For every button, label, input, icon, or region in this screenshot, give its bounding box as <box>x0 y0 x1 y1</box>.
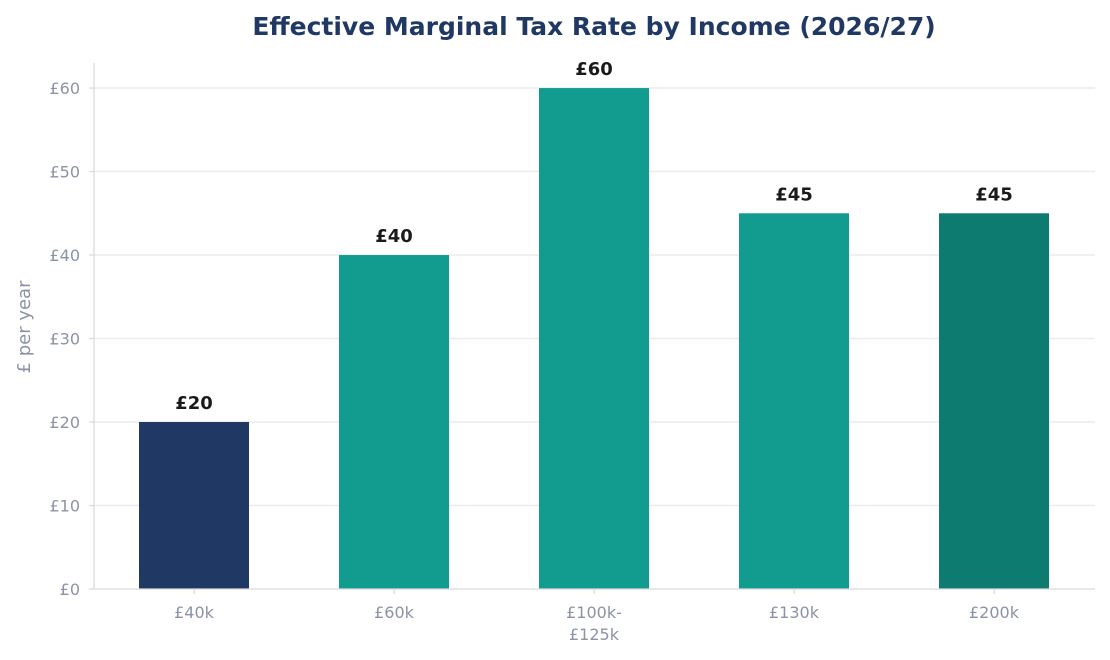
x-tick-label-0: £40k <box>174 603 215 622</box>
y-axis-ticks: £0 £10 £20 £30 £40 £50 £60 <box>49 79 94 599</box>
x-tick-label-4: £200k <box>969 603 1020 622</box>
y-axis-label: £ per year <box>14 280 35 374</box>
data-label-0: £20 <box>175 393 213 414</box>
data-label-1: £40 <box>375 226 413 247</box>
y-tick-label-0: £0 <box>60 580 80 599</box>
data-labels: £20 £40 £60 £45 £45 <box>175 59 1013 414</box>
data-label-3: £45 <box>775 184 813 205</box>
bar-3 <box>739 213 849 590</box>
bar-2 <box>539 88 649 590</box>
bar-0 <box>139 422 249 589</box>
bar-4 <box>939 213 1049 590</box>
x-tick-label-3: £130k <box>769 603 820 622</box>
x-tick-label-2: £100k-£125k <box>566 603 622 644</box>
y-tick-label-4: £40 <box>49 246 80 265</box>
data-label-2: £60 <box>575 59 613 80</box>
y-tick-label-6: £60 <box>49 79 80 98</box>
y-tick-label-3: £30 <box>49 330 80 349</box>
y-tick-label-2: £20 <box>49 413 80 432</box>
x-axis-ticks: £40k £60k £100k-£125k £130k £200k <box>174 589 1020 644</box>
x-tick-label-1: £60k <box>374 603 415 622</box>
bars <box>139 88 1049 590</box>
y-tick-label-1: £10 <box>49 497 80 516</box>
y-tick-label-5: £50 <box>49 163 80 182</box>
bar-1 <box>339 255 449 590</box>
chart-title: Effective Marginal Tax Rate by Income (2… <box>252 12 935 41</box>
data-label-4: £45 <box>975 184 1013 205</box>
